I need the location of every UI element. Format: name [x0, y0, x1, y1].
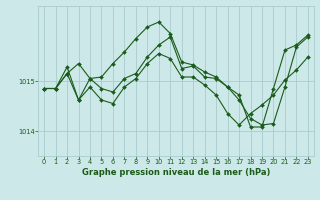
X-axis label: Graphe pression niveau de la mer (hPa): Graphe pression niveau de la mer (hPa)	[82, 168, 270, 177]
